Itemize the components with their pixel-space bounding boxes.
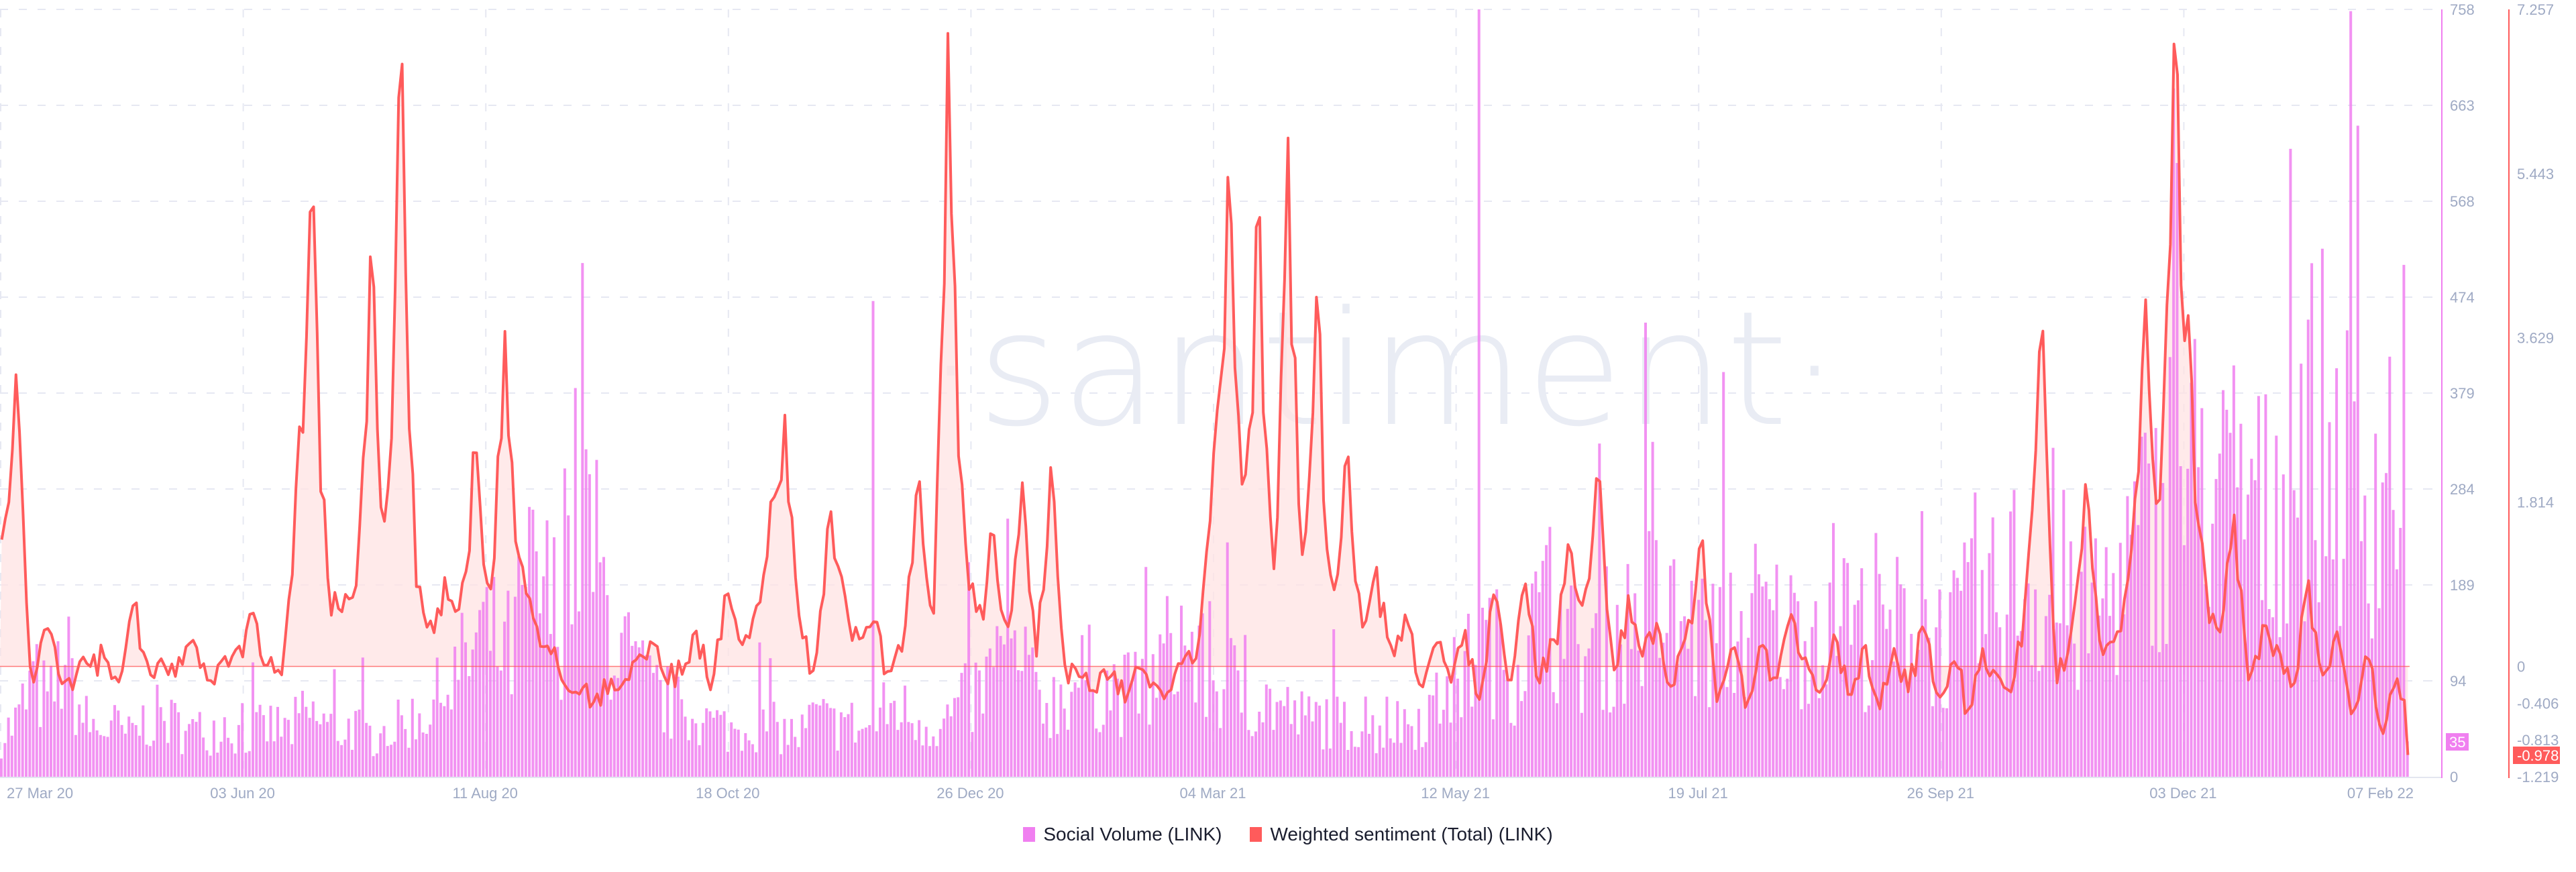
sentiment-axis-ticks: 7.257 5.443 3.629 1.814 0 -0.406 -0.813 -1.219 xyxy=(2517,1,2559,785)
volume-tick-label: 189 xyxy=(2450,577,2475,594)
sentiment-tick-label: -1.219 xyxy=(2517,769,2559,785)
x-tick-label: 18 Oct 20 xyxy=(696,785,759,802)
sentiment-tick-label: -0.406 xyxy=(2517,695,2559,712)
volume-tick-label: 568 xyxy=(2450,193,2475,210)
sentiment-tick-label: 3.629 xyxy=(2517,330,2554,347)
sentiment-tick-label: 5.443 xyxy=(2517,166,2554,182)
chart-legend: Social Volume (LINK) Weighted sentiment … xyxy=(0,824,2576,845)
sentiment-tick-label: 7.257 xyxy=(2517,1,2554,18)
volume-tick-label: 474 xyxy=(2450,289,2475,306)
x-tick-label: 07 Feb 22 xyxy=(2347,785,2414,802)
volume-tick-label: 0 xyxy=(2450,769,2458,785)
legend-label: Social Volume (LINK) xyxy=(1043,824,1222,844)
volume-value-badge: 35 xyxy=(2446,733,2469,751)
volume-tick-label: 663 xyxy=(2450,97,2475,114)
x-tick-label: 03 Jun 20 xyxy=(210,785,275,802)
x-tick-label: 26 Dec 20 xyxy=(936,785,1004,802)
legend-label: Weighted sentiment (Total) (LINK) xyxy=(1270,824,1553,844)
volume-tick-label: 379 xyxy=(2450,385,2475,402)
volume-axis-ticks: 758 663 568 474 379 284 189 94 0 xyxy=(2423,1,2475,785)
sentiment-line[interactable] xyxy=(0,32,2410,755)
volume-tick-label: 94 xyxy=(2450,673,2466,690)
sentiment-tick-label: -0.813 xyxy=(2517,732,2559,749)
santiment-watermark: ·santiment· xyxy=(926,277,1841,461)
x-tick-label: 12 May 21 xyxy=(1421,785,1490,802)
x-tick-label: 11 Aug 20 xyxy=(452,785,517,802)
volume-tick-label: 758 xyxy=(2450,1,2475,18)
sentiment-tick-label: 1.814 xyxy=(2517,494,2554,511)
x-tick-label: 26 Sep 21 xyxy=(1907,785,1974,802)
sentiment-badge-text: -0.978 xyxy=(2517,747,2559,764)
volume-tick-label: 284 xyxy=(2450,481,2475,498)
volume-badge-text: 35 xyxy=(2449,734,2465,751)
x-tick-label: 27 Mar 20 xyxy=(7,785,73,802)
social-volume-swatch-icon xyxy=(1023,827,1036,842)
x-tick-label: 19 Jul 21 xyxy=(1668,785,1728,802)
x-tick-label: 04 Mar 21 xyxy=(1179,785,1246,802)
x-tick-label: 03 Dec 21 xyxy=(2149,785,2216,802)
weighted-sentiment-swatch-icon xyxy=(1250,827,1263,842)
x-axis-ticks: 27 Mar 20 03 Jun 20 11 Aug 20 18 Oct 20 26 D… xyxy=(7,785,2414,802)
sentiment-tick-label: 0 xyxy=(2517,658,2525,675)
sentiment-area-fill xyxy=(0,33,2408,755)
legend-item-social-volume[interactable]: Social Volume (LINK) xyxy=(1023,824,1222,845)
legend-item-weighted-sentiment[interactable]: Weighted sentiment (Total) (LINK) xyxy=(1250,824,1553,845)
sentiment-value-badge: -0.978 xyxy=(2513,747,2560,764)
